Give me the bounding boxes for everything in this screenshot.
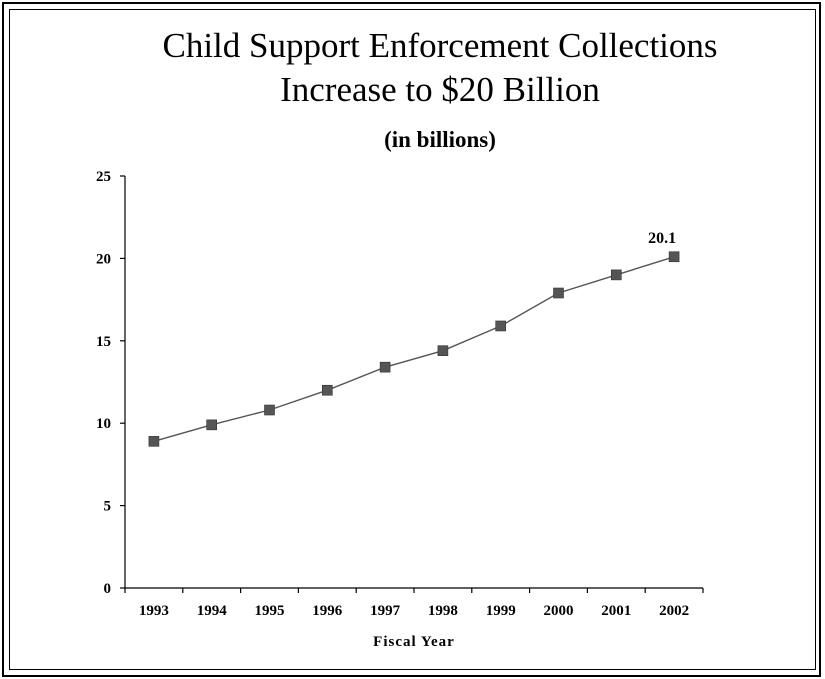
y-tick-label: 25 bbox=[96, 169, 111, 185]
chart-subtitle: (in billions) bbox=[384, 127, 496, 152]
x-tick-label: 1997 bbox=[370, 603, 401, 619]
y-tick-label: 20 bbox=[96, 251, 111, 267]
y-tick-label: 0 bbox=[104, 581, 112, 597]
x-tick-label: 1998 bbox=[428, 603, 458, 619]
x-axis-title: Fiscal Year bbox=[373, 634, 455, 650]
chart-inner-border bbox=[9, 9, 816, 670]
y-tick-label: 15 bbox=[96, 334, 111, 350]
chart-title-line1: Child Support Enforcement Collections bbox=[162, 26, 717, 65]
x-tick-label: 1995 bbox=[255, 603, 285, 619]
x-tick-label: 1996 bbox=[312, 603, 343, 619]
data-markers bbox=[148, 251, 680, 447]
y-tick-label: 10 bbox=[96, 416, 111, 432]
y-ticks: 0 5 10 15 20 25 bbox=[96, 169, 125, 597]
x-tick-label: 2000 bbox=[544, 603, 574, 619]
x-tick-label: 1994 bbox=[197, 603, 228, 619]
data-point-2000 bbox=[553, 287, 564, 299]
data-point-1996 bbox=[321, 384, 333, 396]
data-point-1994 bbox=[206, 419, 217, 431]
data-label-2002: 20.1 bbox=[648, 230, 676, 247]
y-tick-label: 5 bbox=[104, 499, 112, 515]
x-tick-label: 2001 bbox=[601, 603, 631, 619]
data-point-1998 bbox=[437, 345, 449, 356]
x-tick-label: 2002 bbox=[659, 603, 689, 619]
x-tick-label: 1999 bbox=[486, 603, 516, 619]
data-point-1993 bbox=[148, 436, 160, 447]
series-polyline bbox=[153, 256, 675, 442]
x-ticks: 1993 1994 1995 1996 1997 1998 1999 2000 2001 2002 bbox=[124, 588, 704, 619]
data-point-2001 bbox=[610, 269, 622, 281]
data-labels: 20.1 bbox=[648, 230, 676, 247]
data-point-1999 bbox=[495, 320, 507, 332]
chart-title-line2: Increase to $20 Billion bbox=[280, 70, 600, 109]
data-point-2002 bbox=[668, 251, 680, 263]
data-point-1995 bbox=[264, 404, 275, 416]
series-line bbox=[153, 256, 675, 442]
data-point-1997 bbox=[379, 361, 391, 373]
x-tick-label: 1993 bbox=[139, 603, 169, 619]
axes bbox=[124, 176, 703, 589]
